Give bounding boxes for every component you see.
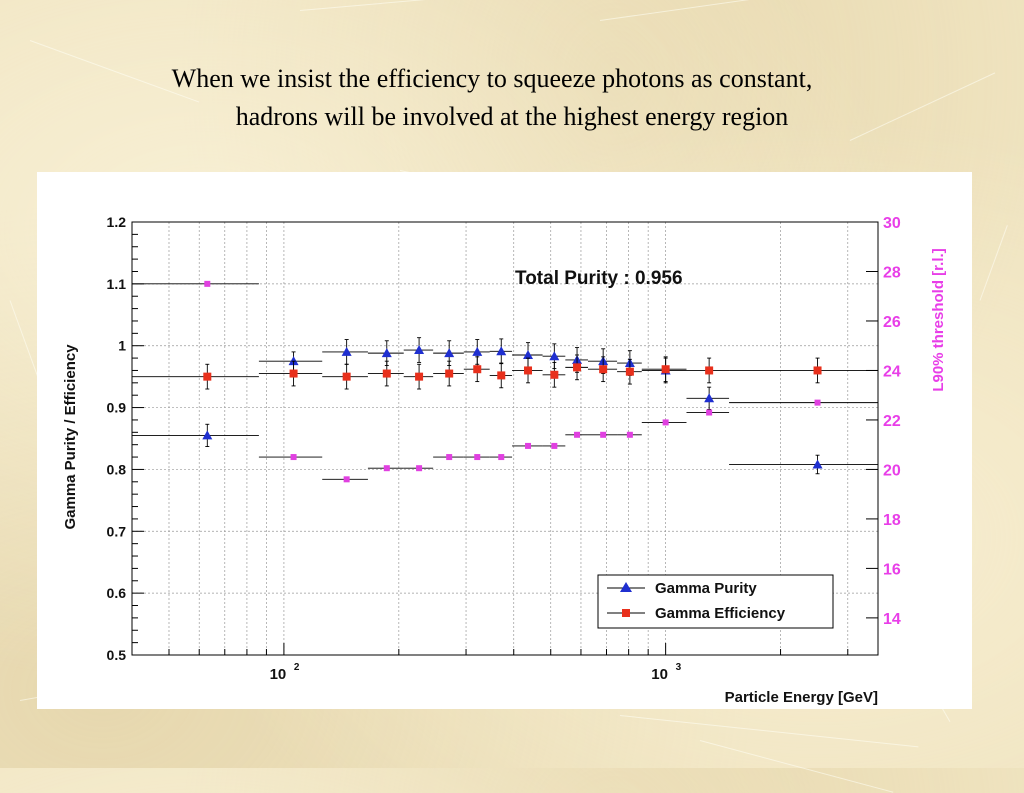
legend-efficiency-marker [622,609,630,617]
efficiency-point [573,363,582,372]
efficiency-point [473,365,482,374]
paper-fiber [599,0,818,21]
y2-tick-label: 14 [883,611,901,628]
y-tick-label: 0.8 [107,461,127,477]
y2-tick-label: 28 [883,264,901,281]
y2-tick-label: 24 [883,363,901,380]
threshold-point [290,454,297,461]
y-tick-label: 1 [118,338,126,354]
y2-tick-label: 26 [883,314,901,331]
purity-point [444,348,455,358]
series-group [132,280,878,483]
y2-tick-label: 18 [883,512,901,529]
legend-entry-gamma-efficiency: Gamma Efficiency [655,605,786,622]
purity-point [812,459,823,469]
purity-point [341,346,352,356]
threshold-point [600,431,607,438]
efficiency-point [705,366,714,375]
threshold-point [446,454,453,461]
x-tick-label: 10 [270,666,287,683]
threshold-point [383,465,390,472]
efficiency-point [550,370,559,379]
y-tick-label: 1.2 [107,214,127,230]
threshold-point [343,476,350,483]
legend: Gamma Purity Gamma Efficiency [597,574,834,629]
threshold-point [416,465,423,472]
efficiency-point [524,366,533,375]
purity-point [496,346,507,356]
chart-panel: 0.5 0.6 0.7 0.8 0.9 1 1.1 1.2 14 16 18 20 22 24 26 28 30… [37,172,972,709]
threshold-point [706,409,713,416]
purity-point [202,430,213,440]
efficiency-point [625,367,634,376]
purity-point [288,356,299,366]
slide-title: When we insist the efficiency to squeeze… [0,60,1024,136]
paper-fiber [299,0,500,11]
efficiency-point [599,365,608,374]
legend-entry-gamma-purity: Gamma Purity [655,580,757,597]
efficiency-point [661,365,670,374]
threshold-point [525,442,532,449]
slide-title-line-1: When we insist the efficiency to squeeze… [171,64,813,93]
x-axis-label: Particle Energy [GeV] [725,689,878,706]
paper-fiber [699,740,894,793]
efficiency-point [813,366,822,375]
axis-ticks: 0.5 0.6 0.7 0.8 0.9 1 1.1 1.2 14 16 18 20 22 24 26 28 30… [107,214,901,683]
purity-point [472,346,483,356]
y-tick-label: 1.1 [107,276,127,292]
threshold-point [662,419,669,426]
legend-purity-marker [620,582,632,592]
x-tick-exponent: 2 [294,662,300,673]
efficiency-point [203,372,212,381]
threshold-point [626,431,633,438]
total-purity-annotation: Total Purity : 0.956 [515,268,683,289]
x-tick-exponent: 3 [676,662,682,673]
legend-box [597,574,834,629]
chart: 0.5 0.6 0.7 0.8 0.9 1 1.1 1.2 14 16 18 20 22 24 26 28 30… [62,214,947,706]
y-tick-label: 0.9 [107,400,127,416]
purity-point [704,393,715,403]
threshold-point [814,399,821,406]
purity-point [523,349,534,359]
x-tick-label: 10 [651,666,668,683]
slide-title-line-2: hadrons will be involved at the highest … [235,102,789,131]
threshold-point [474,454,481,461]
y-axis-label: Gamma Purity / Efficiency [62,344,79,530]
efficiency-point [382,369,391,378]
y-tick-label: 0.6 [107,585,127,601]
efficiency-point [342,372,351,381]
threshold-point [498,454,505,461]
threshold-point [551,442,558,449]
y2-tick-label: 20 [883,462,901,479]
plot-frame [131,221,879,656]
purity-point [381,348,392,358]
purity-point [549,351,560,361]
threshold-point [204,280,211,287]
y2-tick-label: 30 [883,215,901,232]
efficiency-point [289,369,298,378]
y-tick-label: 0.5 [107,647,127,663]
y2-tick-label: 16 [883,561,901,578]
paper-fiber [979,225,1008,301]
y-tick-label: 0.7 [107,523,127,539]
efficiency-point [415,372,424,381]
purity-point [414,345,425,355]
y2-tick-label: 22 [883,413,901,430]
paper-fiber [619,715,919,748]
threshold-point [574,431,581,438]
y2-axis-label: L90% threshold [r.l.] [930,248,947,391]
efficiency-point [445,369,454,378]
efficiency-point [497,371,506,380]
